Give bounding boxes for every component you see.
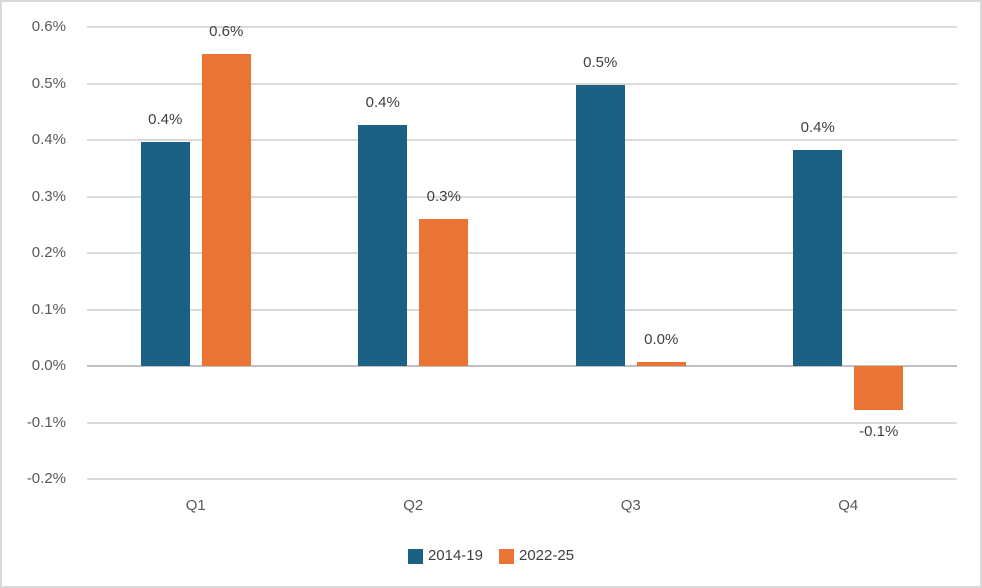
data-label-2014-19-Q4: 0.4% [800,118,835,136]
bar-2014-19-Q2 [358,124,408,366]
legend-swatch-icon [407,548,423,564]
legend-label: 2022-25 [519,547,575,564]
gridline [87,478,957,480]
y-axis-tick-label: 0.1% [31,300,66,318]
gridline [87,308,957,311]
bar-2022-25-Q3 [636,362,686,366]
y-axis-tick-label: -0.2% [26,470,66,487]
x-axis-category-label: Q4 [838,497,859,514]
gridline [87,421,957,424]
gridline [87,252,957,254]
data-label-2014-19-Q3: 0.5% [583,54,618,72]
y-axis-tick-label: -0.1% [26,413,66,431]
legend: 2014-19 2022-25 [2,547,980,565]
data-label-2022-25-Q1: 0.6% [209,22,244,40]
y-axis-tick-label: 0.3% [31,187,66,205]
data-label-2022-25-Q4: -0.1% [859,423,899,441]
bar-2022-25-Q4 [854,366,904,411]
x-axis-category-label: Q3 [620,497,641,514]
x-axis-category-label: Q2 [403,497,424,514]
gridline [87,26,957,28]
legend-label: 2014-19 [427,547,483,564]
legend-item-2022-25: 2022-25 [499,547,574,565]
gridline [87,139,957,141]
data-label-2014-19-Q2: 0.4% [365,93,400,111]
legend-item-2014-19: 2014-19 [407,547,483,565]
y-axis-tick-label: 0.2% [31,244,66,261]
data-label-2022-25-Q2: 0.3% [426,188,461,206]
bar-2022-25-Q1 [201,53,251,366]
legend-swatch-icon [499,548,514,564]
data-label-2022-25-Q3: 0.0% [644,331,679,349]
y-axis-tick-label: 0.0% [31,357,66,374]
data-label-2014-19-Q1: 0.4% [148,110,183,128]
bar-2022-25-Q2 [419,219,469,366]
gridline [87,195,957,198]
x-axis-category-label: Q1 [185,497,206,514]
y-axis-tick-label: 0.4% [31,131,66,148]
y-axis-tick-label: 0.5% [31,74,66,92]
y-axis-tick-label: 0.6% [31,18,66,35]
gridline [87,82,957,85]
bar-2014-19-Q3 [575,85,625,366]
zero-axis-line [87,365,957,367]
bar-2014-19-Q1 [140,141,190,366]
bar-2014-19-Q4 [793,149,843,366]
